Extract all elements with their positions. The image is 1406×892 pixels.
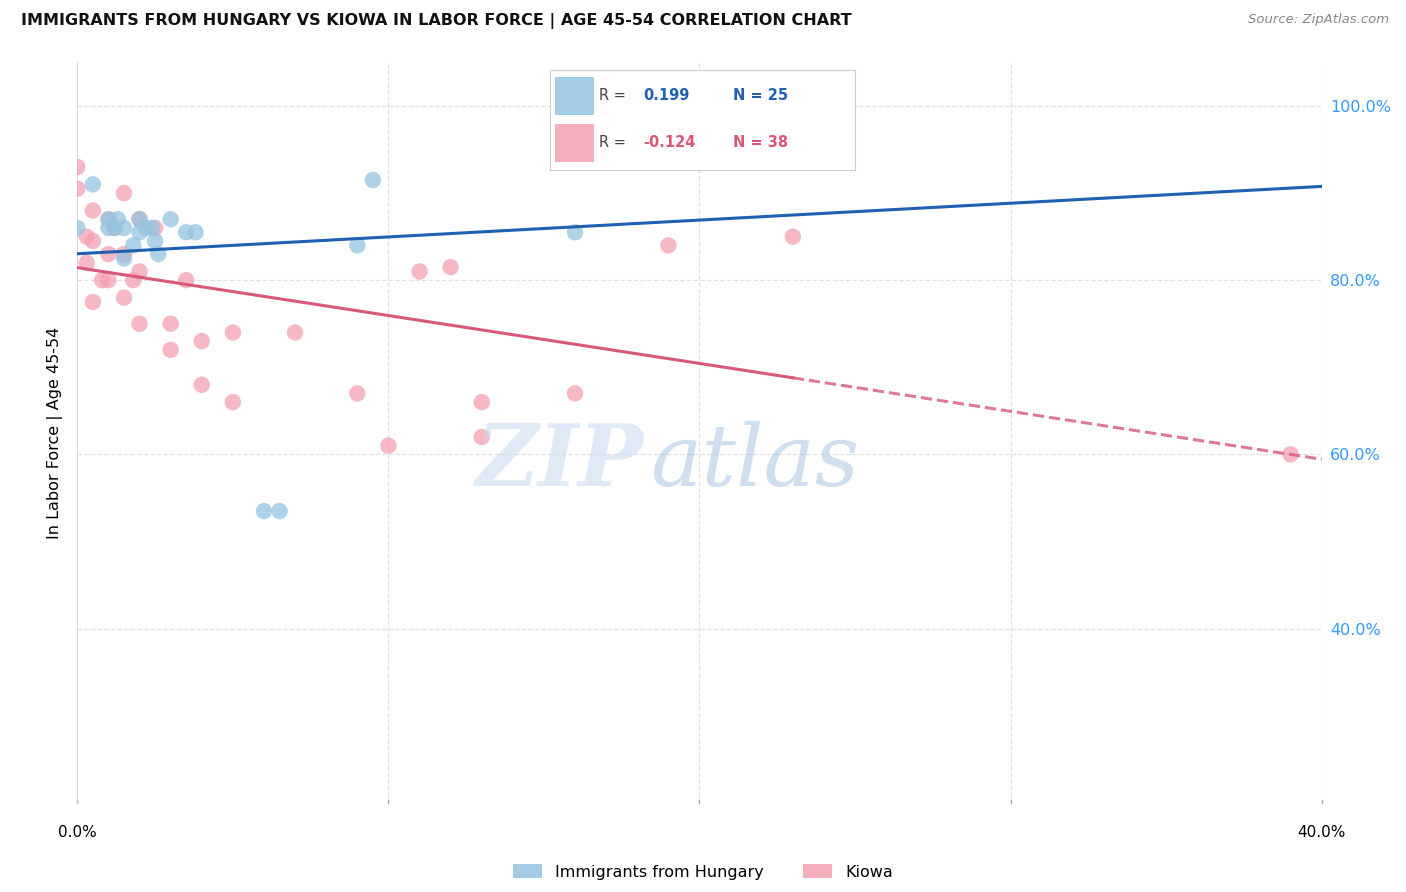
Point [408, 264, 430, 278]
Point [222, 395, 245, 409]
Point [377, 439, 399, 453]
Text: ZIP: ZIP [475, 420, 644, 504]
Point [91, 273, 114, 287]
Point [471, 395, 494, 409]
Point [143, 234, 166, 248]
Point [284, 326, 307, 340]
Point [222, 326, 245, 340]
Point [66, 160, 89, 174]
Point [97, 221, 120, 235]
Point [191, 334, 214, 348]
Point [148, 247, 170, 261]
Point [191, 377, 214, 392]
Point [184, 225, 207, 239]
Point [76, 229, 98, 244]
Point [128, 264, 150, 278]
Point [66, 221, 89, 235]
Point [159, 212, 181, 227]
Point [782, 229, 804, 244]
Point [159, 317, 181, 331]
Point [104, 221, 127, 235]
Point [471, 430, 494, 444]
Point [128, 212, 150, 227]
Point [112, 247, 135, 261]
Point [143, 221, 166, 235]
Text: IMMIGRANTS FROM HUNGARY VS KIOWA IN LABOR FORCE | AGE 45-54 CORRELATION CHART: IMMIGRANTS FROM HUNGARY VS KIOWA IN LABO… [21, 13, 852, 29]
Text: 40.0%: 40.0% [1298, 824, 1346, 839]
Y-axis label: In Labor Force | Age 45-54: In Labor Force | Age 45-54 [48, 326, 63, 539]
Point [564, 225, 586, 239]
Legend: Immigrants from Hungary, Kiowa: Immigrants from Hungary, Kiowa [513, 864, 893, 880]
Point [174, 225, 197, 239]
Text: atlas: atlas [650, 421, 859, 504]
Point [128, 317, 150, 331]
Point [82, 234, 104, 248]
Point [346, 238, 368, 252]
Point [122, 238, 145, 252]
Point [112, 291, 135, 305]
Point [128, 225, 150, 239]
Point [579, 125, 602, 139]
Point [440, 260, 463, 274]
Point [76, 256, 98, 270]
Point [82, 178, 104, 192]
Point [1279, 447, 1302, 461]
Point [122, 273, 145, 287]
Point [361, 173, 384, 187]
Text: Source: ZipAtlas.com: Source: ZipAtlas.com [1249, 13, 1389, 27]
Point [82, 203, 104, 218]
Point [104, 221, 127, 235]
Point [174, 273, 197, 287]
Point [107, 212, 129, 227]
Point [112, 221, 135, 235]
Point [657, 238, 679, 252]
Point [346, 386, 368, 401]
Point [253, 504, 276, 518]
Point [97, 247, 120, 261]
Point [112, 186, 135, 200]
Point [159, 343, 181, 357]
Point [66, 182, 89, 196]
Text: 0.0%: 0.0% [58, 824, 97, 839]
Point [564, 386, 586, 401]
Point [97, 212, 120, 227]
Point [141, 221, 163, 235]
Point [135, 221, 157, 235]
Point [128, 212, 150, 227]
Point [82, 295, 104, 310]
Point [269, 504, 291, 518]
Point [97, 273, 120, 287]
Point [112, 252, 135, 266]
Point [97, 212, 120, 227]
